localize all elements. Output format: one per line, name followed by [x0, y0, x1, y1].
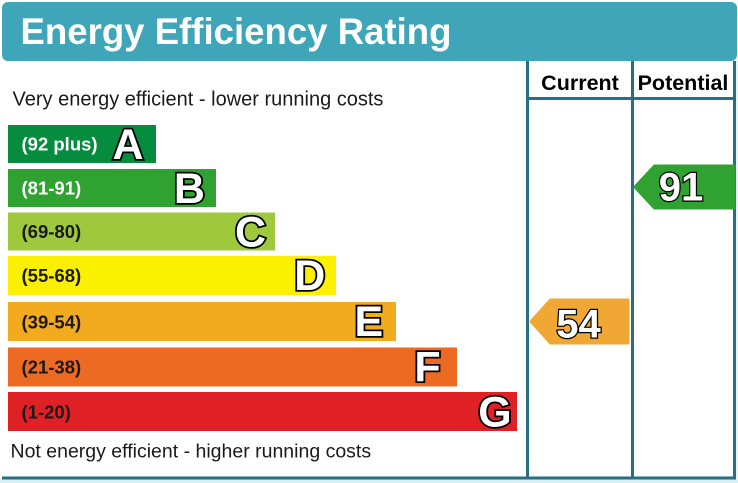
svg-text:Potential: Potential: [638, 71, 729, 95]
svg-text:A: A: [112, 121, 143, 169]
svg-text:(39-54): (39-54): [22, 311, 82, 332]
svg-text:D: D: [294, 252, 325, 300]
svg-text:F: F: [414, 344, 440, 392]
svg-text:Not energy efficient - higher: Not energy efficient - higher running co…: [11, 441, 372, 463]
svg-text:91: 91: [659, 166, 704, 210]
svg-text:B: B: [174, 165, 205, 213]
svg-text:Current: Current: [541, 71, 619, 95]
svg-text:(55-68): (55-68): [22, 265, 82, 286]
svg-text:54: 54: [556, 303, 601, 347]
svg-text:(81-91): (81-91): [22, 178, 82, 199]
svg-text:Energy Efficiency Rating: Energy Efficiency Rating: [21, 11, 452, 52]
svg-text:C: C: [235, 209, 266, 257]
svg-text:(69-80): (69-80): [22, 221, 82, 242]
svg-text:G: G: [478, 389, 511, 437]
svg-text:(92 plus): (92 plus): [22, 134, 98, 155]
svg-text:(21-38): (21-38): [22, 357, 82, 378]
svg-text:Very energy efficient - lower: Very energy efficient - lower running co…: [13, 89, 384, 111]
svg-text:E: E: [355, 298, 384, 346]
svg-text:(1-20): (1-20): [22, 401, 71, 422]
